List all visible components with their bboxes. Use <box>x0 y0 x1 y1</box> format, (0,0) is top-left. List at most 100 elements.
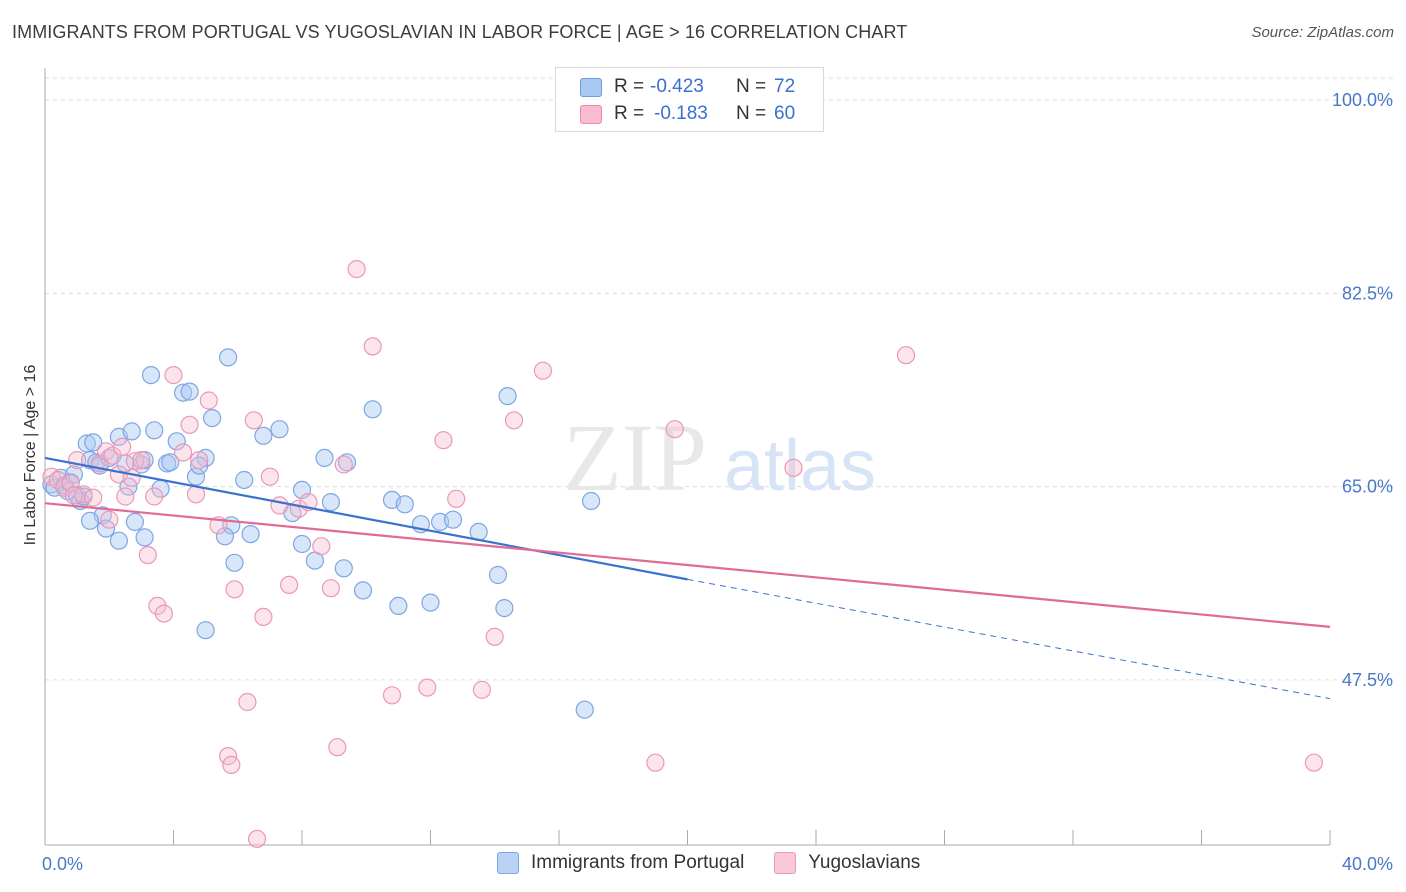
point-yugoslavians <box>334 455 353 474</box>
point-portugal <box>337 453 357 472</box>
point-yugoslavians <box>254 607 273 627</box>
trend-lines <box>44 456 1331 700</box>
trend-portugal-extension <box>687 578 1331 700</box>
point-portugal <box>84 433 103 452</box>
axes <box>44 68 1331 846</box>
n-label: N = <box>736 76 767 97</box>
point-yugoslavians <box>138 545 157 565</box>
point-portugal <box>334 559 353 578</box>
point-portugal <box>292 534 312 554</box>
point-portugal <box>190 456 209 475</box>
r-value: -0.183 <box>654 103 708 124</box>
point-portugal <box>270 420 289 439</box>
point-yugoslavians <box>260 467 279 486</box>
point-yugoslavians <box>238 692 257 712</box>
point-portugal <box>145 421 164 440</box>
point-portugal <box>167 432 186 451</box>
point-portugal <box>495 598 514 618</box>
point-yugoslavians <box>485 627 504 646</box>
point-yugoslavians <box>190 451 209 470</box>
point-yugoslavians <box>447 489 466 508</box>
point-portugal <box>135 528 154 547</box>
legend-item-yugoslavians[interactable]: Yugoslavians <box>774 852 920 874</box>
trend-portugal <box>44 456 688 581</box>
watermark-atlas: atlas <box>724 426 876 506</box>
point-portugal <box>122 422 141 441</box>
point-yugoslavians <box>74 485 93 504</box>
point-yugoslavians <box>244 411 263 430</box>
point-yugoslavians <box>1304 753 1324 772</box>
point-portugal <box>395 495 414 514</box>
point-portugal <box>215 527 234 546</box>
point-yugoslavians <box>784 458 803 477</box>
point-portugal <box>141 366 161 385</box>
point-portugal <box>161 453 180 472</box>
point-yugoslavians <box>328 738 347 757</box>
point-yugoslavians <box>222 755 241 775</box>
point-yugoslavians <box>225 580 244 599</box>
point-yugoslavians <box>164 366 183 385</box>
x-tick-label-min: 0.0% <box>42 854 83 874</box>
y-tick-label: 47.5% <box>1342 670 1393 690</box>
r-label: R = <box>614 103 645 124</box>
point-yugoslavians <box>247 829 267 849</box>
point-yugoslavians <box>646 753 665 772</box>
point-portugal <box>125 512 144 532</box>
data-points <box>42 260 1324 849</box>
chart-source: Source: ZipAtlas.com <box>1251 24 1394 41</box>
legend-swatch-yugoslavians <box>774 852 797 874</box>
x-tick-label-max: 40.0% <box>1342 854 1393 874</box>
point-yugoslavians <box>504 411 524 430</box>
y-tick-label: 100.0% <box>1332 90 1393 110</box>
tick-labels: 47.5% 65.0% 82.5% 100.0% 0.0% 40.0% <box>42 90 1393 874</box>
point-yugoslavians <box>84 488 103 507</box>
point-portugal <box>581 491 601 511</box>
point-yugoslavians <box>116 487 135 506</box>
point-portugal <box>225 553 244 572</box>
point-yugoslavians <box>154 604 173 623</box>
point-yugoslavians <box>472 680 491 699</box>
point-portugal <box>321 493 340 512</box>
n-value: 72 <box>774 76 796 97</box>
point-portugal <box>353 581 373 600</box>
legend-swatch-portugal <box>497 852 519 874</box>
point-portugal <box>196 621 215 640</box>
point-portugal <box>315 448 334 467</box>
point-yugoslavians <box>665 420 684 439</box>
point-yugoslavians <box>112 437 132 456</box>
point-portugal <box>421 593 440 612</box>
point-portugal <box>235 470 254 490</box>
point-portugal <box>363 400 382 419</box>
point-yugoslavians <box>270 496 289 515</box>
point-yugoslavians <box>347 260 366 279</box>
point-portugal <box>498 387 517 406</box>
point-portugal <box>80 511 100 530</box>
point-yugoslavians <box>363 337 382 356</box>
point-yugoslavians <box>64 486 84 505</box>
r-value: -0.423 <box>650 76 704 97</box>
point-portugal <box>443 510 463 529</box>
point-portugal <box>109 531 129 550</box>
point-portugal <box>203 409 222 428</box>
stats-legend: R = -0.423 N = 72 R = -0.183 N = 60 <box>555 67 824 132</box>
point-yugoslavians <box>533 361 553 380</box>
point-yugoslavians <box>122 468 141 487</box>
grid-lines <box>45 77 1395 681</box>
point-yugoslavians <box>434 431 453 450</box>
point-yugoslavians <box>896 346 916 365</box>
point-yugoslavians <box>199 391 218 410</box>
point-portugal <box>241 524 260 544</box>
legend-item-portugal[interactable]: Immigrants from Portugal <box>497 852 744 874</box>
y-tick-label: 82.5% <box>1342 283 1393 303</box>
point-yugoslavians <box>321 579 340 598</box>
legend-row-portugal: R = -0.423 N = 72 <box>580 75 795 99</box>
point-yugoslavians <box>132 451 151 470</box>
point-portugal <box>389 596 408 616</box>
point-portugal <box>180 382 199 401</box>
y-axis-label: In Labor Force | Age > 16 <box>22 365 39 546</box>
point-yugoslavians <box>180 415 199 434</box>
point-portugal <box>488 565 508 585</box>
point-yugoslavians <box>100 510 119 529</box>
legend-label-yugoslavians: Yugoslavians <box>808 852 921 873</box>
point-yugoslavians <box>418 678 437 697</box>
